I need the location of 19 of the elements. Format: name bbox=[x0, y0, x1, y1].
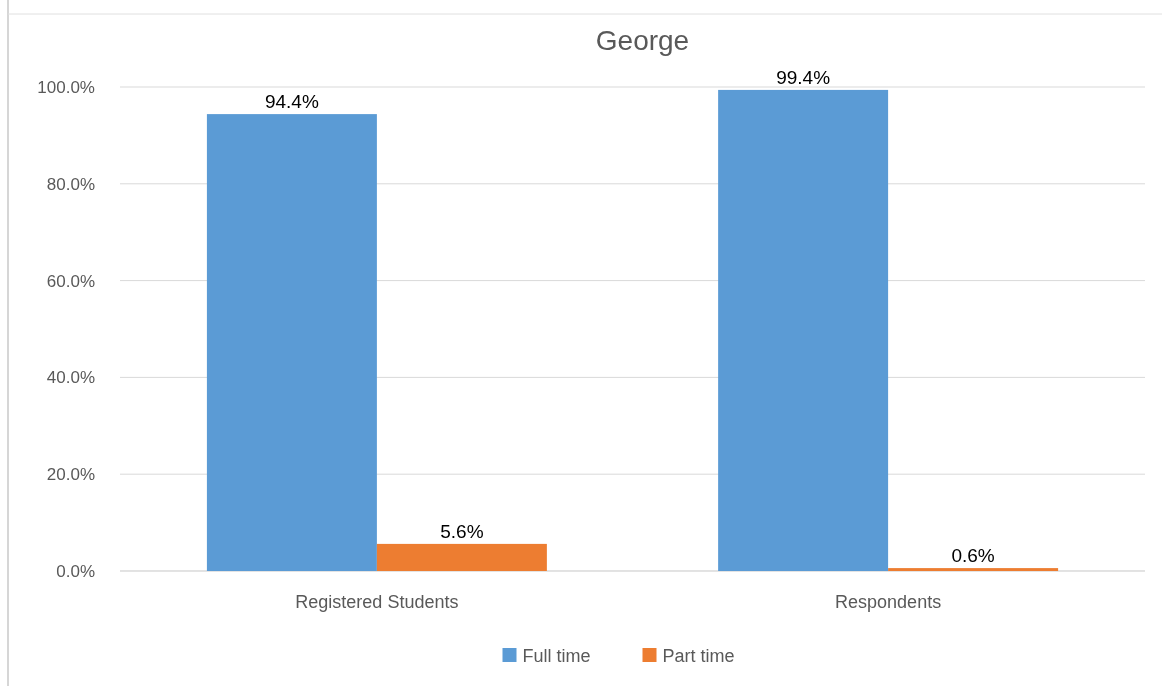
data-label: 5.6% bbox=[440, 520, 484, 542]
y-tick-label: 0.0% bbox=[56, 562, 95, 581]
y-tick-label: 60.0% bbox=[46, 271, 95, 291]
y-tick-label: 80.0% bbox=[46, 174, 95, 194]
data-label: 94.4% bbox=[264, 91, 319, 113]
bar bbox=[888, 568, 1059, 571]
x-tick-label: Registered Students bbox=[295, 592, 459, 612]
y-tick-label: 100.0% bbox=[37, 78, 95, 97]
x-tick-label: Respondents bbox=[835, 592, 942, 612]
chart-title: George bbox=[595, 25, 690, 56]
bar bbox=[718, 89, 889, 571]
legend-label: Part time bbox=[662, 646, 735, 666]
legend-label: Full time bbox=[522, 646, 591, 666]
data-label: 0.6% bbox=[951, 545, 995, 567]
y-tick-label: 20.0% bbox=[46, 465, 95, 485]
y-tick-label: 40.0% bbox=[46, 368, 95, 388]
data-label: 99.4% bbox=[776, 66, 831, 88]
bar bbox=[376, 543, 547, 571]
bar bbox=[206, 114, 377, 571]
